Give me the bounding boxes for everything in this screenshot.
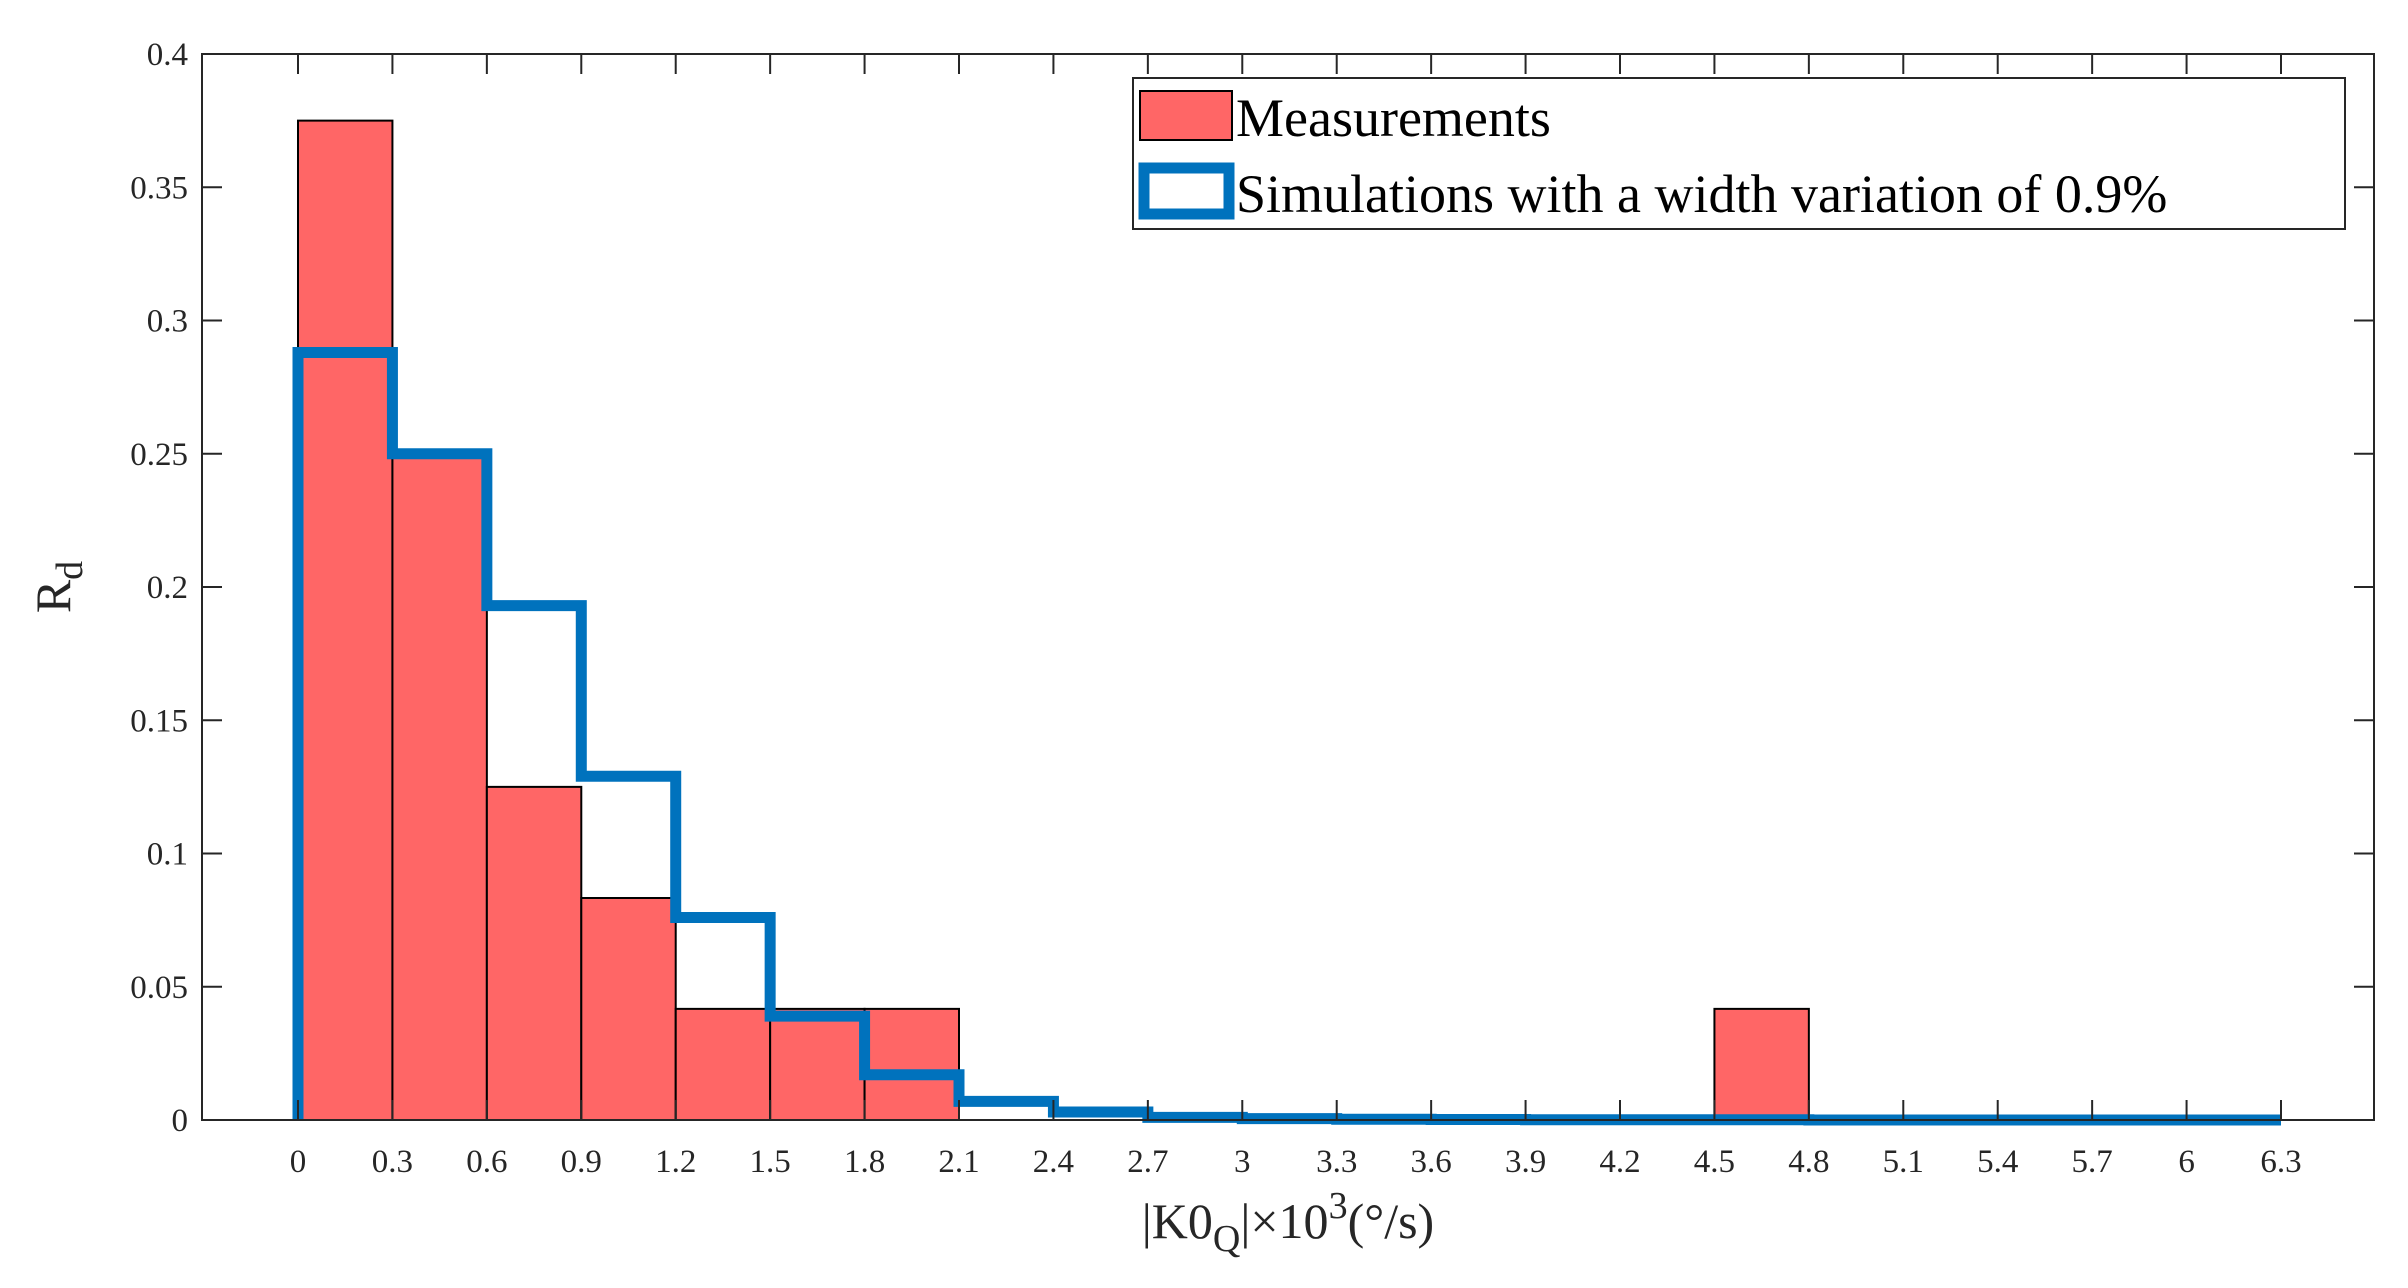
x-tick-label: 5.4 <box>1977 1144 2018 1180</box>
y-axis-title-base: R <box>25 579 81 613</box>
x-tick-label: 6.3 <box>2260 1144 2301 1180</box>
y-tick-label: 0.1 <box>147 837 188 873</box>
measurement-bars <box>297 119 1810 1122</box>
measurement-bar <box>769 1007 866 1122</box>
x-tick-label: 0 <box>290 1144 307 1180</box>
x-tick-label: 1.5 <box>750 1144 791 1180</box>
legend-box <box>1132 77 2346 230</box>
x-tick-label: 5.1 <box>1883 1144 1924 1180</box>
x-axis-title-base: |K0 <box>1142 1193 1213 1249</box>
y-tick-label: 0.2 <box>147 570 188 606</box>
measurement-bar <box>863 1007 960 1122</box>
measurement-bar <box>1713 1007 1810 1122</box>
x-tick-label: 2.4 <box>1033 1144 1074 1180</box>
x-tick-label: 2.1 <box>938 1144 979 1180</box>
y-tick-label: 0.3 <box>147 304 188 340</box>
x-tick-label: 4.2 <box>1599 1144 1640 1180</box>
x-tick-label: 4.8 <box>1788 1144 1829 1180</box>
x-tick-label: 0.6 <box>466 1144 507 1180</box>
legend: Measurements Simulations with a width va… <box>1132 77 2346 230</box>
x-axis-title: |K0Q|×103(°/s) <box>1142 1185 1434 1260</box>
y-tick-label: 0.35 <box>130 170 188 206</box>
measurement-bar <box>297 119 394 1121</box>
x-tick-label: 1.8 <box>844 1144 885 1180</box>
x-axis-title-superscript: 3 <box>1329 1185 1348 1227</box>
x-tick-label: 6 <box>2178 1144 2195 1180</box>
y-tick-label: 0.4 <box>147 37 188 73</box>
x-axis-title-units: (°/s) <box>1348 1193 1435 1249</box>
y-tick-label: 0.05 <box>130 970 188 1006</box>
x-tick-label: 0.3 <box>372 1144 413 1180</box>
x-tick-label: 2.7 <box>1127 1144 1168 1180</box>
x-tick-label: 3.6 <box>1411 1144 1452 1180</box>
x-tick-label: 3 <box>1234 1144 1251 1180</box>
x-tick-label: 0.9 <box>561 1144 602 1180</box>
x-axis-title-multiplier: |×10 <box>1240 1193 1328 1249</box>
x-axis-title-subscript: Q <box>1213 1218 1240 1260</box>
y-tick-label: 0.15 <box>130 703 188 739</box>
legend-swatch-simulations <box>1138 162 1235 220</box>
measurement-bar <box>674 1007 772 1122</box>
x-tick-label: 4.5 <box>1694 1144 1735 1180</box>
x-tick-label: 5.7 <box>2072 1144 2113 1180</box>
measurement-bar <box>580 897 677 1121</box>
legend-label-simulations: Simulations with a width variation of 0.… <box>1236 164 2167 224</box>
x-tick-label: 3.3 <box>1316 1144 1357 1180</box>
measurement-bar <box>391 452 488 1121</box>
y-axis-title: Rd <box>25 561 91 613</box>
legend-swatch-measurements <box>1139 90 1233 141</box>
x-tick-label: 1.2 <box>655 1144 696 1180</box>
x-tick-label: 3.9 <box>1505 1144 1546 1180</box>
legend-label-measurements: Measurements <box>1236 88 1551 148</box>
y-axis-title-subscript: d <box>49 561 91 580</box>
y-tick-label: 0.25 <box>130 437 188 473</box>
y-tick-label: 0 <box>172 1103 189 1139</box>
axis-ticks: 0 0.3 0.6 0.9 1.2 1.5 1.8 2.1 2.4 2.7 3 3.3 3.6 3.9 4.… <box>130 37 2374 1180</box>
measurement-bar <box>485 785 583 1121</box>
